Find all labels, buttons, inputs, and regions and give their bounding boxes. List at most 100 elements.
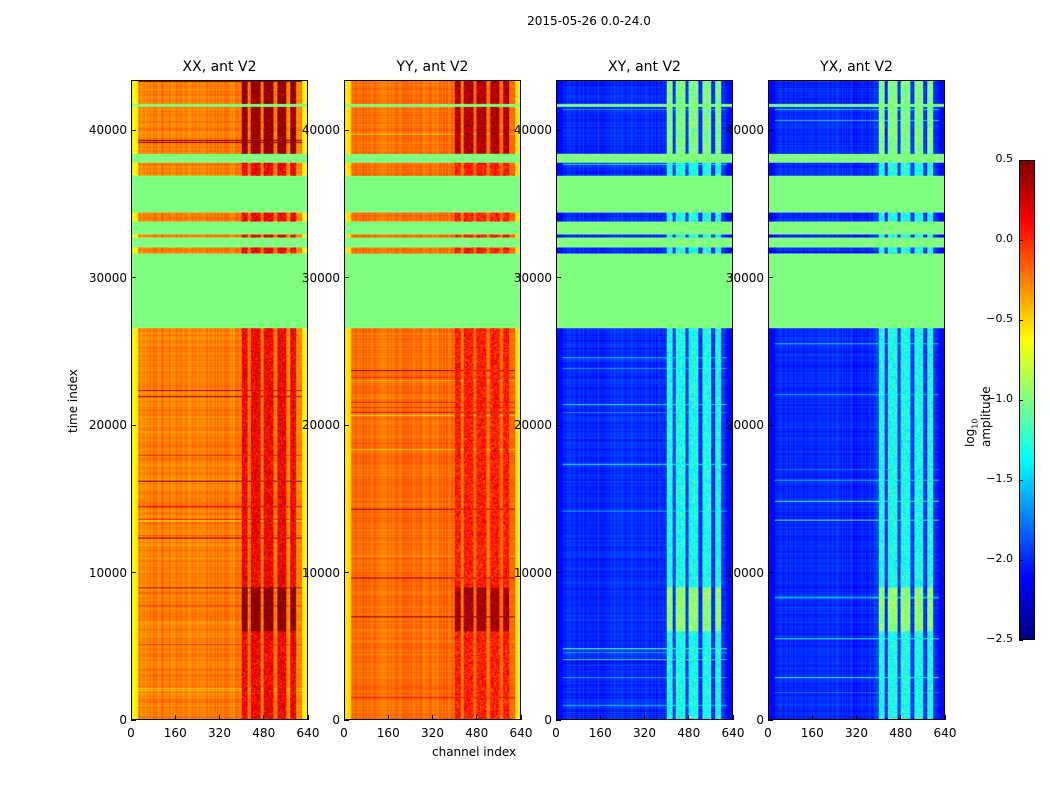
x-tick-mark	[856, 715, 857, 720]
x-tick-label: 160	[163, 726, 187, 740]
y-tick-label: 30000	[513, 270, 552, 285]
y-tick-label: 20000	[513, 418, 552, 433]
x-tick-label: 480	[677, 726, 701, 740]
colorbar-tick-label: 0.5	[995, 152, 1014, 165]
y-tick-label: 0	[756, 713, 764, 727]
x-tick-mark	[343, 715, 345, 720]
x-tick-label: 0	[764, 726, 772, 740]
y-tick-mark	[131, 424, 136, 426]
y-tick-label: 40000	[513, 123, 552, 138]
y-tick-label: 10000	[88, 565, 127, 580]
x-tick-mark	[432, 715, 433, 720]
x-tick-label: 0	[340, 726, 348, 740]
colorbar-tick-mark	[1019, 639, 1023, 641]
y-tick-label: 20000	[88, 418, 127, 433]
y-tick-label: 40000	[725, 123, 764, 138]
x-tick-mark	[387, 715, 389, 720]
x-tick-mark	[219, 715, 220, 720]
y-tick-label: 20000	[725, 418, 764, 433]
colorbar-tick-label: −0.5	[986, 312, 1013, 325]
x-tick-mark	[263, 715, 265, 720]
colorbar-tick-mark	[1019, 159, 1023, 161]
x-tick-label: 320	[633, 726, 656, 740]
x-tick-label: 320	[845, 726, 868, 740]
x-tick-label: 320	[421, 726, 444, 740]
x-tick-label: 640	[296, 726, 320, 740]
colorbar-tick-mark	[1019, 559, 1023, 561]
colorbar-tick-mark	[1019, 399, 1023, 401]
y-tick-label: 10000	[513, 565, 552, 580]
y-tick-label: 0	[544, 713, 552, 727]
x-tick-label: 480	[465, 726, 489, 740]
colorbar-tick-mark	[1019, 239, 1023, 241]
x-tick-mark	[599, 715, 601, 720]
x-tick-mark	[644, 715, 645, 720]
y-tick-mark	[131, 129, 136, 131]
heatmap-panel	[556, 80, 733, 720]
colorbar-tick-label: −1.5	[986, 472, 1013, 485]
x-tick-mark	[811, 715, 813, 720]
y-tick-mark	[344, 719, 349, 721]
y-tick-mark	[344, 129, 349, 131]
figure-title: 2015-05-26 0.0-24.0	[527, 14, 651, 28]
y-tick-label: 0	[119, 713, 127, 727]
heatmap-panel	[344, 80, 521, 720]
x-tick-label: 640	[933, 726, 957, 740]
x-tick-mark	[520, 715, 522, 720]
x-tick-label: 480	[252, 726, 276, 740]
x-tick-label: 640	[509, 726, 533, 740]
heatmap-image	[132, 81, 307, 719]
y-tick-mark	[131, 572, 136, 574]
x-tick-mark	[555, 715, 557, 720]
y-tick-mark	[344, 424, 349, 426]
x-tick-mark	[174, 715, 176, 720]
y-tick-mark	[556, 572, 561, 574]
y-tick-label: 40000	[88, 123, 127, 138]
y-tick-mark	[556, 424, 561, 426]
y-tick-mark	[344, 277, 349, 279]
x-tick-mark	[732, 715, 734, 720]
colorbar-tick-label: 0.0	[995, 232, 1014, 245]
heatmap-panel	[768, 80, 945, 720]
y-tick-mark	[768, 719, 773, 721]
y-tick-label: 30000	[301, 270, 340, 285]
y-tick-mark	[556, 277, 561, 279]
x-tick-label: 160	[376, 726, 400, 740]
y-tick-mark	[131, 277, 136, 279]
x-tick-mark	[476, 715, 478, 720]
colorbar-tick-mark	[1019, 319, 1023, 321]
y-tick-label: 30000	[88, 270, 127, 285]
y-tick-label: 0	[332, 713, 340, 727]
heatmap-image	[557, 81, 732, 719]
x-tick-mark	[130, 715, 132, 720]
heatmap-image	[345, 81, 520, 719]
panel-title: YX, ant V2	[820, 59, 893, 75]
y-tick-label: 10000	[301, 565, 340, 580]
y-tick-mark	[556, 719, 561, 721]
x-tick-mark	[307, 715, 309, 720]
x-axis-label: channel index	[432, 745, 517, 759]
y-tick-mark	[768, 277, 773, 279]
x-tick-mark	[944, 715, 946, 720]
colorbar-tick-label: −2.5	[986, 632, 1013, 645]
x-tick-mark	[900, 715, 902, 720]
y-tick-label: 40000	[301, 123, 340, 138]
y-tick-mark	[556, 129, 561, 131]
x-tick-mark	[688, 715, 690, 720]
colorbar-gradient	[1020, 161, 1034, 639]
x-tick-mark	[767, 715, 769, 720]
x-tick-label: 320	[208, 726, 231, 740]
y-tick-mark	[131, 719, 136, 721]
y-tick-label: 20000	[301, 418, 340, 433]
heatmap-panel	[131, 80, 308, 720]
x-tick-label: 640	[721, 726, 745, 740]
x-tick-label: 160	[800, 726, 824, 740]
panel-title: XX, ant V2	[182, 59, 257, 75]
x-tick-label: 160	[588, 726, 612, 740]
y-tick-mark	[768, 129, 773, 131]
heatmap-image	[769, 81, 944, 719]
y-tick-mark	[768, 572, 773, 574]
x-tick-label: 480	[889, 726, 913, 740]
x-tick-label: 0	[127, 726, 135, 740]
